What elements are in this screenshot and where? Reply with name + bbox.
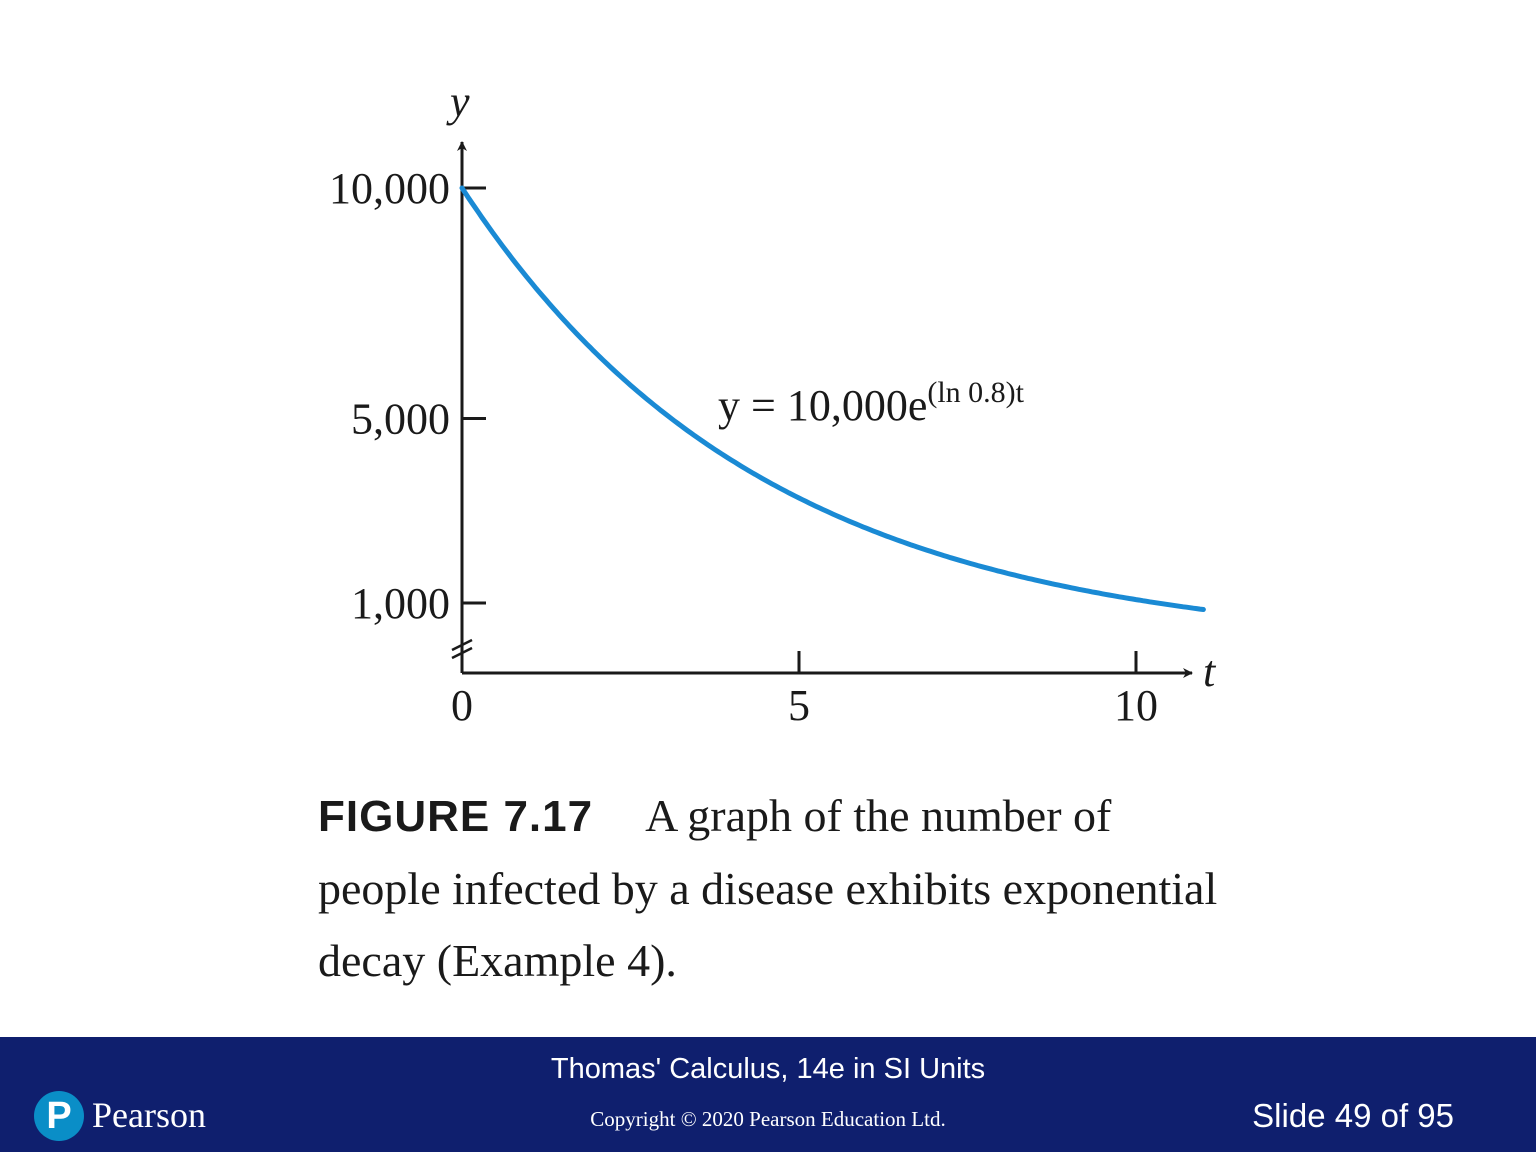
axis-break-mark <box>451 638 473 652</box>
axis-break-mark <box>451 646 473 660</box>
curve-equation: y = 10,000e(ln 0.8)t <box>718 376 1025 430</box>
ticks: 1,000 5,000 10,000 0 5 10 <box>329 164 1158 730</box>
x-axis-label: t <box>1203 647 1217 696</box>
y-tick-label: 5,000 <box>351 395 450 444</box>
slide-counter: Slide 49 of 95 <box>1252 1097 1454 1134</box>
decay-chart: 1,000 5,000 10,000 0 5 10 y t y = 10,000e(ln … <box>329 77 1217 730</box>
y-axis-label: y <box>446 77 470 126</box>
figure-caption: FIGURE 7.17 A graph of the number of peop… <box>318 780 1218 997</box>
equation-superscript: (ln 0.8)t <box>927 376 1024 409</box>
copyright-text: Copyright © 2020 Pearson Education Ltd. <box>590 1107 946 1131</box>
x-tick-label: 0 <box>451 681 473 730</box>
equation-main: y = 10,000e <box>718 381 927 430</box>
x-tick-label: 10 <box>1114 681 1158 730</box>
book-title: Thomas' Calculus, 14e in SI Units <box>550 1053 986 1085</box>
axes <box>451 141 1193 678</box>
y-tick-label: 10,000 <box>329 164 450 213</box>
caption-text: A graph of the number of people infected… <box>318 790 1218 986</box>
y-tick-label: 1,000 <box>351 579 450 628</box>
pearson-wordmark: Pearson <box>92 1095 206 1135</box>
decay-curve <box>459 185 1206 612</box>
figure-label: FIGURE 7.17 <box>318 792 594 841</box>
footer-bar: P Pearson Thomas' Calculus, 14e in SI Un… <box>0 1037 1536 1152</box>
series <box>459 185 1206 612</box>
pearson-p-icon: P <box>34 1091 84 1141</box>
x-tick-label: 5 <box>788 681 810 730</box>
